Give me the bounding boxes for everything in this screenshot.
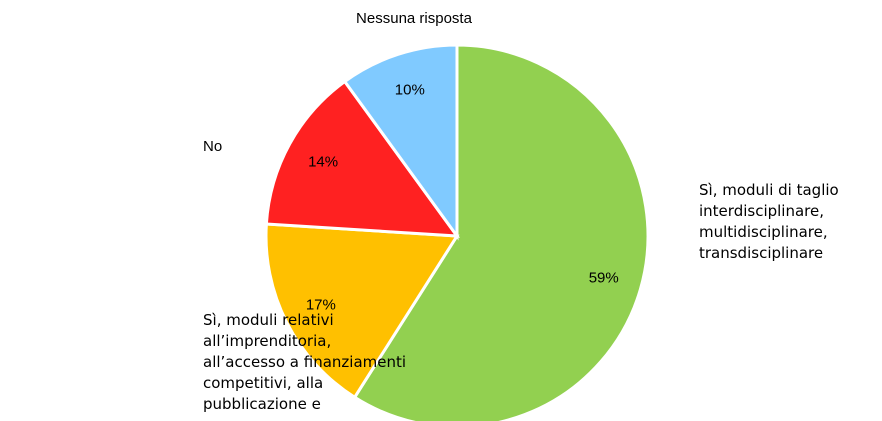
pie-slice xyxy=(264,79,461,238)
pie-slice xyxy=(352,43,650,421)
category-label: No xyxy=(203,138,223,155)
category-label: Sì, moduli relativi all’imprenditoria, a… xyxy=(203,311,407,413)
category-label: Nessuna risposta xyxy=(356,10,472,27)
value-label: 59% xyxy=(589,270,619,287)
value-label: 17% xyxy=(306,296,336,313)
value-label: 14% xyxy=(308,153,338,170)
pie-slice xyxy=(342,43,459,241)
pie-slice xyxy=(264,222,460,400)
category-label: Sì, moduli di taglio interdisciplinare, … xyxy=(699,181,839,262)
value-label: 10% xyxy=(395,82,425,99)
